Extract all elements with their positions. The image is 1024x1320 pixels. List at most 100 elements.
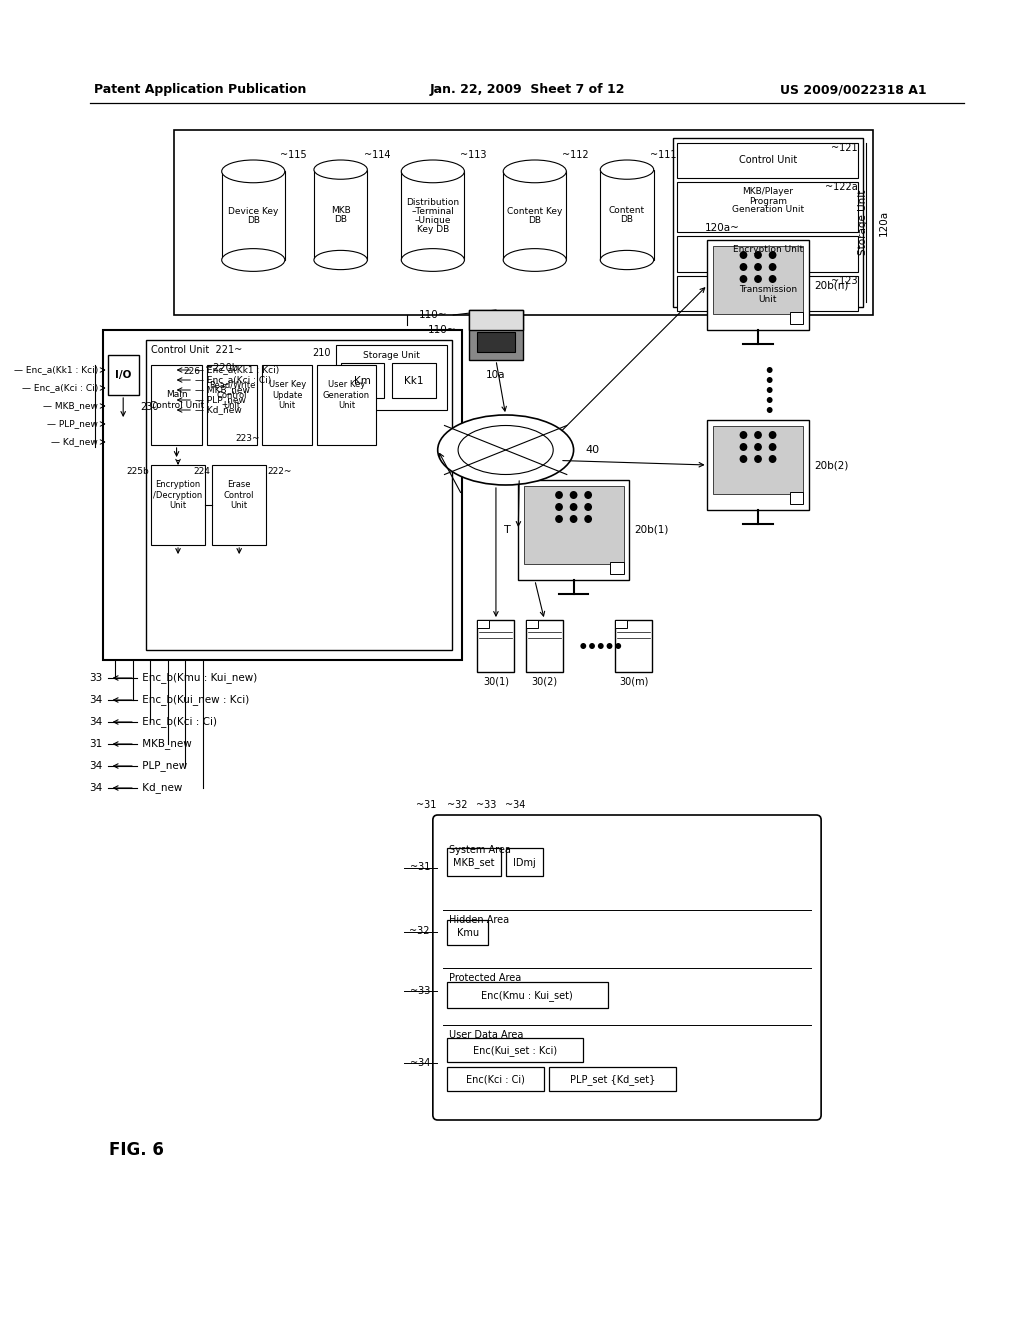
Text: ~33: ~33 <box>476 800 497 810</box>
Text: Distribution: Distribution <box>407 198 460 207</box>
Text: Erase
Control
Unit: Erase Control Unit <box>224 480 254 510</box>
Text: 20b(1): 20b(1) <box>634 525 668 535</box>
Circle shape <box>769 275 776 282</box>
Text: ~112: ~112 <box>562 150 589 160</box>
Circle shape <box>769 251 776 259</box>
Bar <box>447 1038 584 1063</box>
Text: 31: 31 <box>89 739 102 748</box>
Text: MKB/Player: MKB/Player <box>742 187 794 197</box>
Text: ~31: ~31 <box>410 862 430 873</box>
Circle shape <box>569 515 578 523</box>
Text: –Unique: –Unique <box>415 215 452 224</box>
Bar <box>713 246 803 314</box>
Text: MKB: MKB <box>331 206 350 215</box>
Text: 225b: 225b <box>127 467 150 477</box>
Text: Kd_new: Kd_new <box>138 783 182 793</box>
Circle shape <box>555 515 563 523</box>
Circle shape <box>769 263 776 271</box>
Ellipse shape <box>314 251 368 269</box>
Circle shape <box>555 491 563 499</box>
Circle shape <box>569 491 578 499</box>
Text: I/O: I/O <box>115 370 131 380</box>
Text: 20b(2): 20b(2) <box>814 459 849 470</box>
Circle shape <box>739 275 748 282</box>
Ellipse shape <box>503 160 566 182</box>
Text: FIG. 6: FIG. 6 <box>110 1140 164 1159</box>
Bar <box>615 620 652 672</box>
Bar <box>673 139 863 308</box>
Text: — MKB_new: — MKB_new <box>43 401 98 411</box>
Text: Patent Application Publication: Patent Application Publication <box>93 83 306 96</box>
Bar <box>392 363 436 399</box>
Text: Enc_b(Kci : Ci): Enc_b(Kci : Ci) <box>138 717 217 727</box>
Circle shape <box>569 503 578 511</box>
Text: ~34: ~34 <box>505 800 525 810</box>
Circle shape <box>769 455 776 463</box>
Text: Generation Unit: Generation Unit <box>732 206 804 214</box>
Circle shape <box>769 444 776 451</box>
Ellipse shape <box>437 414 573 484</box>
Text: 210: 210 <box>312 348 331 358</box>
Bar <box>518 480 630 579</box>
Text: 30(m): 30(m) <box>620 677 648 686</box>
Bar <box>152 366 202 445</box>
Circle shape <box>598 643 604 649</box>
Text: PLP_new: PLP_new <box>138 760 187 771</box>
Bar <box>401 172 465 260</box>
Text: 230: 230 <box>140 403 159 412</box>
Bar <box>678 143 858 178</box>
Text: 34: 34 <box>89 717 102 727</box>
Bar <box>523 486 624 564</box>
Ellipse shape <box>401 248 465 272</box>
Text: Kk1: Kk1 <box>403 376 423 385</box>
Text: MKB_set: MKB_set <box>453 858 495 869</box>
Text: 110~: 110~ <box>419 310 447 319</box>
Text: ~122a: ~122a <box>825 182 858 191</box>
Circle shape <box>739 455 748 463</box>
Bar <box>222 172 285 260</box>
Text: DB: DB <box>621 215 634 224</box>
Text: PLP_set {Kd_set}: PLP_set {Kd_set} <box>569 1074 655 1085</box>
Text: — MKB_new: — MKB_new <box>195 385 250 395</box>
Text: 226: 226 <box>183 367 200 376</box>
Text: ~220b: ~220b <box>205 363 238 374</box>
Ellipse shape <box>458 425 553 474</box>
Bar <box>526 620 563 672</box>
Bar <box>152 465 205 545</box>
Text: Protected Area: Protected Area <box>450 973 521 983</box>
Text: Unit: Unit <box>759 296 777 305</box>
Text: — Enc_a(Kci : Ci): — Enc_a(Kci : Ci) <box>22 384 98 392</box>
Circle shape <box>754 432 762 440</box>
Bar <box>108 355 138 395</box>
Text: –Terminal: –Terminal <box>412 207 455 215</box>
Text: ~114: ~114 <box>364 150 390 160</box>
Text: Encryption Unit: Encryption Unit <box>732 246 803 255</box>
Bar <box>790 312 803 323</box>
Circle shape <box>581 643 586 649</box>
Text: Encryption
/Decryption
Unit: Encryption /Decryption Unit <box>154 480 203 510</box>
Text: DB: DB <box>334 215 347 224</box>
Text: — Enc_a(Kk1 : Kci): — Enc_a(Kk1 : Kci) <box>195 366 280 375</box>
Text: — Kd_new: — Kd_new <box>195 405 242 414</box>
Circle shape <box>754 263 762 271</box>
Text: Kmu: Kmu <box>457 928 479 939</box>
Circle shape <box>767 378 772 383</box>
Bar <box>707 240 809 330</box>
Text: Enc(Kci : Ci): Enc(Kci : Ci) <box>467 1074 525 1085</box>
Bar <box>262 366 312 445</box>
Bar <box>447 920 488 945</box>
Bar <box>600 170 653 260</box>
Text: Device Key: Device Key <box>228 207 279 215</box>
Text: 10a: 10a <box>486 370 506 380</box>
Text: 33: 33 <box>89 673 102 682</box>
Text: — Kd_new: — Kd_new <box>51 437 98 446</box>
Bar <box>317 366 376 445</box>
Text: Enc_b(Kmu : Kui_new): Enc_b(Kmu : Kui_new) <box>138 673 257 684</box>
Text: User Data Area: User Data Area <box>450 1030 523 1040</box>
Text: — Enc_a(Kk1 : Kci): — Enc_a(Kk1 : Kci) <box>13 366 98 375</box>
Ellipse shape <box>401 160 465 182</box>
Text: DB: DB <box>528 215 542 224</box>
Text: Content: Content <box>609 206 645 215</box>
Text: 30(2): 30(2) <box>531 677 557 686</box>
Circle shape <box>589 643 595 649</box>
